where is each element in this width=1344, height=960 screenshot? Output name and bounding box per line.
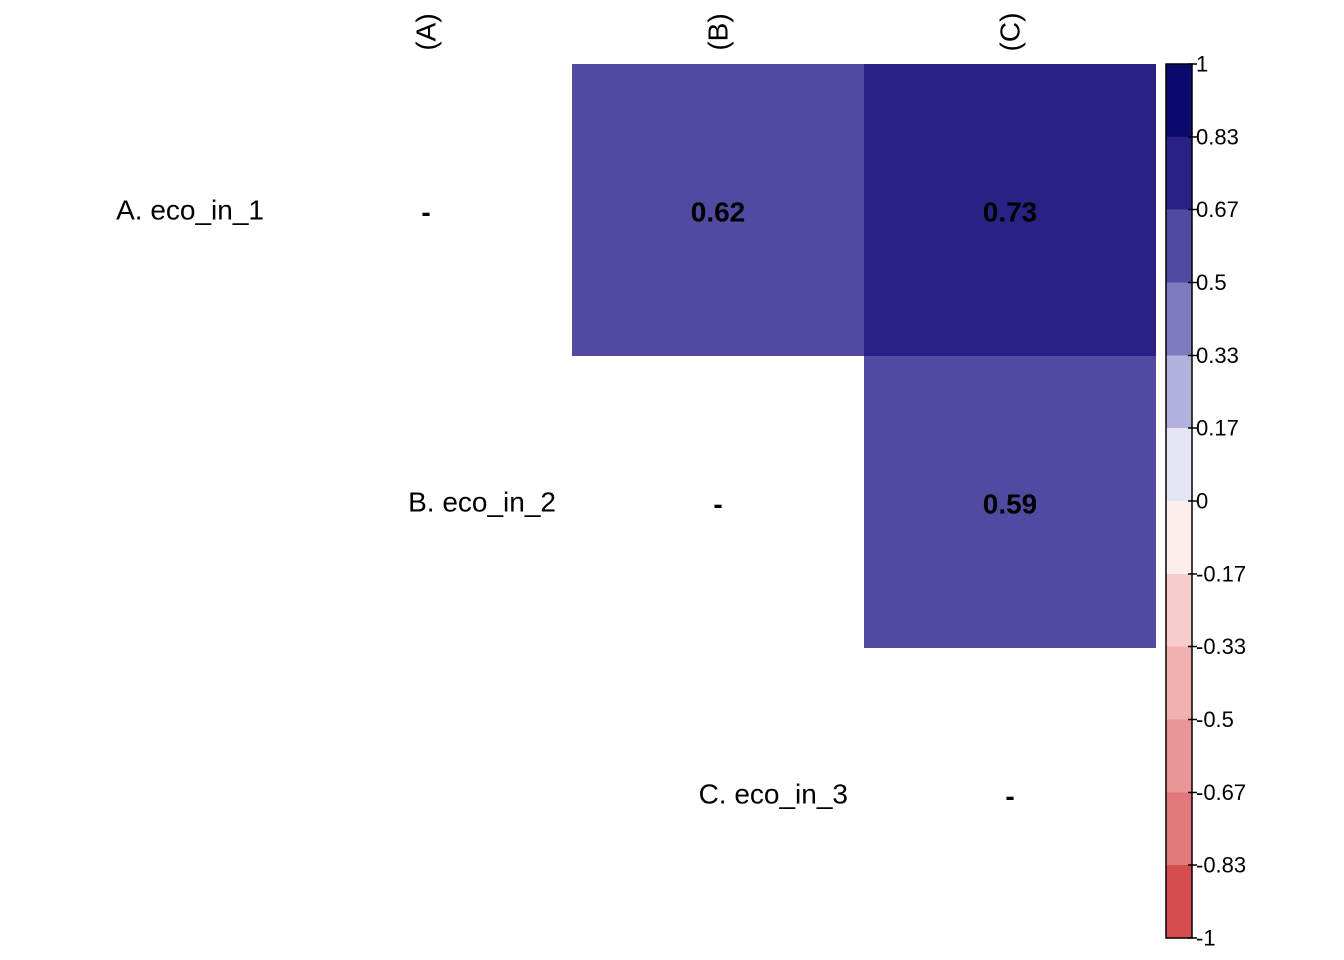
colorbar-tick-label: -0.67 bbox=[1196, 780, 1246, 805]
heatmap-cell bbox=[864, 356, 1156, 648]
colorbar-tick-label: -1 bbox=[1196, 926, 1216, 951]
cell-value-label: - bbox=[713, 489, 722, 520]
column-label: (C) bbox=[995, 13, 1026, 52]
column-labels: (A) (B) (C) bbox=[411, 13, 1026, 52]
colorbar-tick-label: 0.67 bbox=[1196, 197, 1239, 222]
colorbar-tick-label: -0.17 bbox=[1196, 561, 1246, 586]
colorbar: 1 0.83 0.67 0.5 0.33 0.17 0 -0.17 -0.33 -0.5 -0.67… bbox=[1165, 52, 1246, 951]
colorbar-bin bbox=[1166, 64, 1192, 137]
heatmap-cell bbox=[864, 64, 1156, 356]
heatmap-cell bbox=[572, 64, 864, 356]
cell-value-label: 0.59 bbox=[983, 489, 1038, 520]
cell-value-label: - bbox=[1005, 781, 1014, 812]
colorbar-bin bbox=[1166, 209, 1192, 283]
colorbar-bin bbox=[1166, 501, 1192, 574]
column-label: (A) bbox=[411, 13, 442, 50]
cell-value-label: 0.73 bbox=[983, 197, 1038, 228]
cell-value-label: 0.62 bbox=[691, 197, 746, 228]
colorbar-tick-label: 0.33 bbox=[1196, 343, 1239, 368]
colorbar-bin bbox=[1166, 428, 1192, 501]
cell-value-label: - bbox=[421, 197, 430, 228]
row-label: B. eco_in_2 bbox=[408, 487, 556, 518]
column-label: (B) bbox=[703, 13, 734, 50]
colorbar-bin bbox=[1166, 136, 1192, 210]
heatmap-cells: - 0.62 0.73 - 0.59 - bbox=[421, 64, 1156, 812]
colorbar-bin bbox=[1166, 355, 1192, 429]
colorbar-tick-label: 0.5 bbox=[1196, 270, 1227, 295]
colorbar-bin bbox=[1166, 646, 1192, 720]
colorbar-tick-label: 0.83 bbox=[1196, 124, 1239, 149]
colorbar-tick-label: 0.17 bbox=[1196, 416, 1239, 441]
colorbar-bin bbox=[1166, 719, 1192, 793]
row-labels: A. eco_in_1 B. eco_in_2 C. eco_in_3 bbox=[116, 195, 848, 810]
colorbar-tick-label: 0 bbox=[1196, 489, 1208, 514]
colorbar-tick-label: -0.33 bbox=[1196, 634, 1246, 659]
colorbar-bin bbox=[1166, 573, 1192, 647]
row-label: C. eco_in_3 bbox=[699, 779, 848, 810]
colorbar-bin bbox=[1166, 282, 1192, 356]
colorbar-tick-label: -0.5 bbox=[1196, 707, 1234, 732]
colorbar-bin bbox=[1166, 865, 1192, 938]
colorbar-tick-label: -0.83 bbox=[1196, 853, 1246, 878]
row-label: A. eco_in_1 bbox=[116, 195, 264, 226]
colorbar-bin bbox=[1166, 792, 1192, 866]
colorbar-tick-label: 1 bbox=[1196, 52, 1208, 77]
